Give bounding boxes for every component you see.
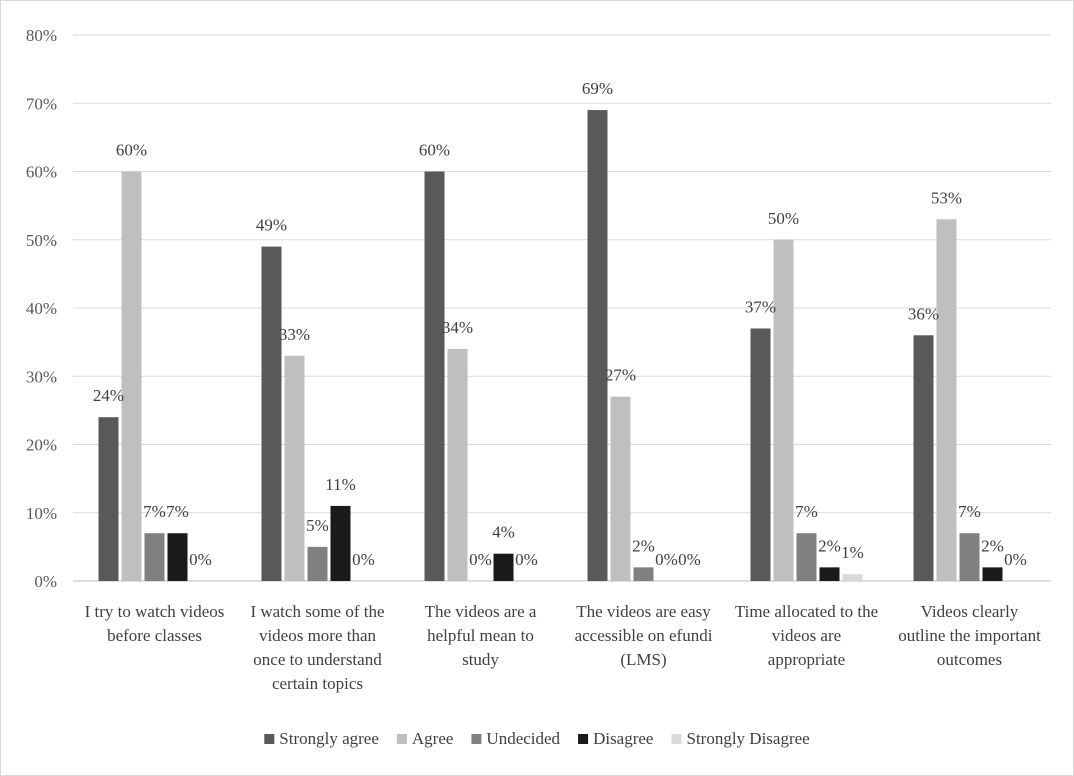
legend-swatch xyxy=(671,734,681,744)
data-label: 0% xyxy=(189,550,212,569)
x-category-label: Time allocated to the videos are appropria… xyxy=(735,602,878,669)
bar xyxy=(983,567,1003,581)
bar xyxy=(448,349,468,581)
legend-label: Agree xyxy=(412,729,454,748)
data-label: 37% xyxy=(745,297,776,316)
legend-item: Agree xyxy=(397,729,454,748)
data-labels: 24%60%7% 7%0%49%33%5%11%0%60%34%0%4%0%69%… xyxy=(93,79,1027,569)
x-category-label: I try to watch videos before classes xyxy=(85,602,225,645)
bar xyxy=(820,567,840,581)
legend-item: Disagree xyxy=(578,729,653,748)
data-label: 24% xyxy=(93,386,124,405)
y-tick-label: 60% xyxy=(26,163,57,182)
bar xyxy=(168,533,188,581)
legend-swatch xyxy=(471,734,481,744)
data-label: 53% xyxy=(931,188,962,207)
y-tick-label: 30% xyxy=(26,367,57,386)
bar xyxy=(122,172,142,582)
data-label: 50% xyxy=(768,209,799,228)
legend-label: Strongly agree xyxy=(279,729,379,748)
data-label: 0% xyxy=(515,550,538,569)
bar xyxy=(797,533,817,581)
y-tick-label: 40% xyxy=(26,299,57,318)
data-label: 7% xyxy=(166,502,189,521)
bar xyxy=(774,240,794,581)
bar xyxy=(611,397,631,581)
bar xyxy=(634,567,654,581)
data-label: 0% xyxy=(655,550,678,569)
y-axis: 0% 10% 20% 30% 40% 50% 60% 70% 80% xyxy=(26,26,57,591)
bar xyxy=(99,417,119,581)
data-label: 7% xyxy=(958,502,981,521)
data-label: 27% xyxy=(605,366,636,385)
bar xyxy=(914,335,934,581)
data-label: 69% xyxy=(582,79,613,98)
bar xyxy=(843,574,863,581)
data-label: 2% xyxy=(632,536,655,555)
legend: Strongly agree Agree Undecided Disagree Stro… xyxy=(264,729,809,748)
data-label: 33% xyxy=(279,325,310,344)
data-label: 11% xyxy=(325,475,356,494)
y-tick-label: 50% xyxy=(26,231,57,250)
bar xyxy=(425,172,445,582)
bar xyxy=(285,356,305,581)
bar xyxy=(751,328,771,581)
bar xyxy=(262,247,282,581)
y-tick-label: 10% xyxy=(26,504,57,523)
x-category-label: Videos clearly outline the important outco… xyxy=(898,602,1041,669)
legend-swatch xyxy=(264,734,274,744)
legend-swatch xyxy=(397,734,407,744)
data-label: 0% xyxy=(469,550,492,569)
bars xyxy=(99,110,1003,581)
y-tick-label: 20% xyxy=(26,436,57,455)
data-label: 34% xyxy=(442,318,473,337)
legend-item: Strongly Disagree xyxy=(671,729,809,748)
legend-item: Strongly agree xyxy=(264,729,379,748)
data-label: 0% xyxy=(678,550,701,569)
bar xyxy=(145,533,165,581)
y-tick-label: 80% xyxy=(26,26,57,45)
bar xyxy=(331,506,351,581)
data-label: 5% xyxy=(306,516,329,535)
x-category-label: The videos are a helpful mean to study xyxy=(425,602,537,669)
legend-item: Undecided xyxy=(471,729,560,748)
data-label: 1% xyxy=(841,543,864,562)
data-label: 60% xyxy=(419,141,450,160)
data-label: 0% xyxy=(1004,550,1027,569)
bar xyxy=(937,219,957,581)
data-label: 2% xyxy=(981,536,1004,555)
bar xyxy=(308,547,328,581)
data-label: 2% xyxy=(818,536,841,555)
legend-swatch xyxy=(578,734,588,744)
data-label: 0% xyxy=(352,550,375,569)
bar xyxy=(494,554,514,581)
data-label: 4% xyxy=(492,523,515,542)
x-category-label: I watch some of the videos more than once … xyxy=(250,602,384,693)
data-label: 7% xyxy=(143,502,166,521)
legend-label: Disagree xyxy=(593,729,653,748)
y-tick-label: 0% xyxy=(34,572,57,591)
x-axis: I try to watch videos before classes I wat… xyxy=(85,602,1041,693)
legend-label: Undecided xyxy=(486,729,560,748)
x-category-label: The videos are easy accessible on efundi(… xyxy=(575,602,713,669)
bar xyxy=(960,533,980,581)
bar xyxy=(588,110,608,581)
data-label: 7% xyxy=(795,502,818,521)
y-tick-label: 70% xyxy=(26,94,57,113)
data-label: 49% xyxy=(256,216,287,235)
legend-label: Strongly Disagree xyxy=(686,729,809,748)
data-label: 60% xyxy=(116,141,147,160)
data-label: 36% xyxy=(908,304,939,323)
gridlines xyxy=(73,35,1051,581)
